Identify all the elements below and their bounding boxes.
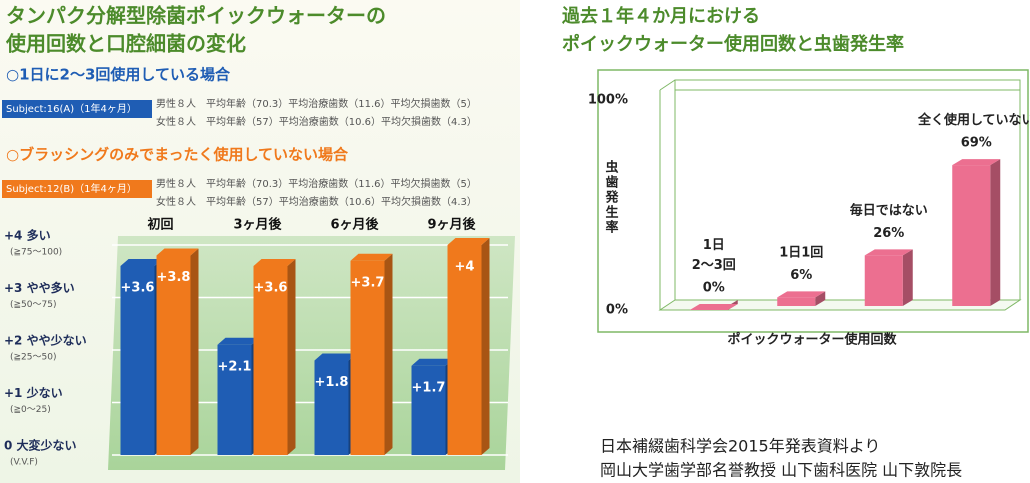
bar-top xyxy=(864,249,913,256)
bar-side xyxy=(384,253,393,455)
value-label: +1.7 xyxy=(412,380,446,395)
chart-title: 使用回数と口腔細菌の変化 xyxy=(5,32,246,56)
bar xyxy=(253,266,288,455)
bar xyxy=(314,360,349,455)
x-axis-label: ポイックウォーター使用回数 xyxy=(727,332,897,348)
y-tick-note: (≧25～50) xyxy=(10,353,56,363)
y-tick-note: (≧50～75) xyxy=(10,300,56,310)
legend-detail: 女性８人 平均年齢（57）平均治療歯数（10.6）平均欠損歯数（4.3） xyxy=(156,195,477,208)
chart-title: 過去１年４か月における xyxy=(562,5,760,27)
y-tick-note: (≧75～100) xyxy=(10,248,62,258)
legend-heading: ○1日に2～3回使用している場合 xyxy=(6,66,231,84)
bar xyxy=(411,365,446,455)
legend-detail: 男性８人 平均年齢（70.3）平均治療歯数（11.6）平均欠損歯数（5） xyxy=(156,177,477,190)
bar xyxy=(156,255,191,455)
x-tick-label: 9ヶ月後 xyxy=(427,217,476,233)
bar-top xyxy=(411,358,454,366)
bar-top xyxy=(952,159,1001,166)
bar-side xyxy=(481,238,490,455)
bar-top xyxy=(314,353,357,361)
y-tick-label: +2 やや少ない xyxy=(4,333,87,348)
bar-side xyxy=(287,259,296,455)
legend-badge xyxy=(2,180,152,198)
bar-top xyxy=(120,259,163,266)
chart-title: ポイックウォーター使用回数と虫歯発生率 xyxy=(562,33,904,55)
value-label: +4 xyxy=(455,260,475,275)
x-tick-label: 初回 xyxy=(147,217,173,233)
bar-top xyxy=(447,238,490,245)
y-tick-label: 0 大変少ない xyxy=(4,438,77,453)
x-tick-label: 6ヶ月後 xyxy=(330,217,379,233)
value-label: +2.1 xyxy=(218,359,252,374)
bar-top xyxy=(156,248,199,256)
bar xyxy=(350,260,385,455)
value-label: 6% xyxy=(790,268,812,283)
category-label: 1日 2～3回 xyxy=(692,238,736,273)
value-label: 69% xyxy=(961,136,992,151)
bar xyxy=(952,165,991,306)
bar xyxy=(447,245,482,455)
y-tick-label: 0% xyxy=(606,303,628,318)
bar-side xyxy=(190,248,199,455)
category-label: 全く使用していない xyxy=(917,112,1030,128)
x-tick-label: 3ヶ月後 xyxy=(233,217,282,233)
legend-heading: ○ブラッシングのみでまったく使用していない場合 xyxy=(6,146,349,164)
bar xyxy=(217,344,252,455)
source: 日本補綴歯科学会2015年発表資料より xyxy=(600,437,880,456)
bar-side xyxy=(902,249,913,306)
bar xyxy=(864,255,903,306)
bar-top xyxy=(777,291,826,298)
y-tick-note: (≧0～25) xyxy=(10,405,51,415)
value-label: 26% xyxy=(873,226,904,241)
source: 岡山大学歯学部名誉教授 山下歯科医院 山下敦院長 xyxy=(600,461,962,480)
y-tick-label: +3 やや多い xyxy=(4,280,75,295)
y-axis-label: 虫歯発生率 xyxy=(603,159,620,235)
chart-title: タンパク分解型除菌ポイックウォーターの xyxy=(6,4,386,28)
legend-label: Subject:16(A)（1年4ヶ月） xyxy=(6,102,137,115)
bar-side xyxy=(990,159,1001,306)
side-wall xyxy=(659,79,676,91)
bar-top xyxy=(217,337,260,345)
bar-top xyxy=(253,259,296,266)
category-label: 毎日ではない xyxy=(850,202,928,218)
bar xyxy=(120,266,155,455)
legend-detail: 女性８人 平均年齢（57）平均治療歯数（10.6）平均欠損歯数（4.3） xyxy=(156,115,477,128)
y-tick-label: 100% xyxy=(588,93,628,108)
bar-top xyxy=(350,253,393,261)
legend-badge xyxy=(2,100,152,118)
value-label: +3.7 xyxy=(351,275,385,290)
bar xyxy=(777,297,816,306)
value-label: +3.8 xyxy=(157,270,191,285)
bar-side xyxy=(815,291,826,306)
legend-detail: 男性８人 平均年齢（70.3）平均治療歯数（11.6）平均欠損歯数（5） xyxy=(156,97,477,110)
y-tick-note: (V.V.F) xyxy=(10,458,38,468)
y-tick-label: +1 少ない xyxy=(4,385,63,400)
category-label: 1日1回 xyxy=(779,245,823,260)
value-label: +1.8 xyxy=(315,375,349,390)
bar-top xyxy=(689,304,738,310)
legend-label: Subject:12(B)（1年4ヶ月） xyxy=(6,182,137,195)
y-tick-label: +4 多い xyxy=(4,228,51,243)
value-label: 0% xyxy=(703,281,725,296)
value-label: +3.6 xyxy=(254,281,288,296)
value-label: +3.6 xyxy=(121,281,155,296)
